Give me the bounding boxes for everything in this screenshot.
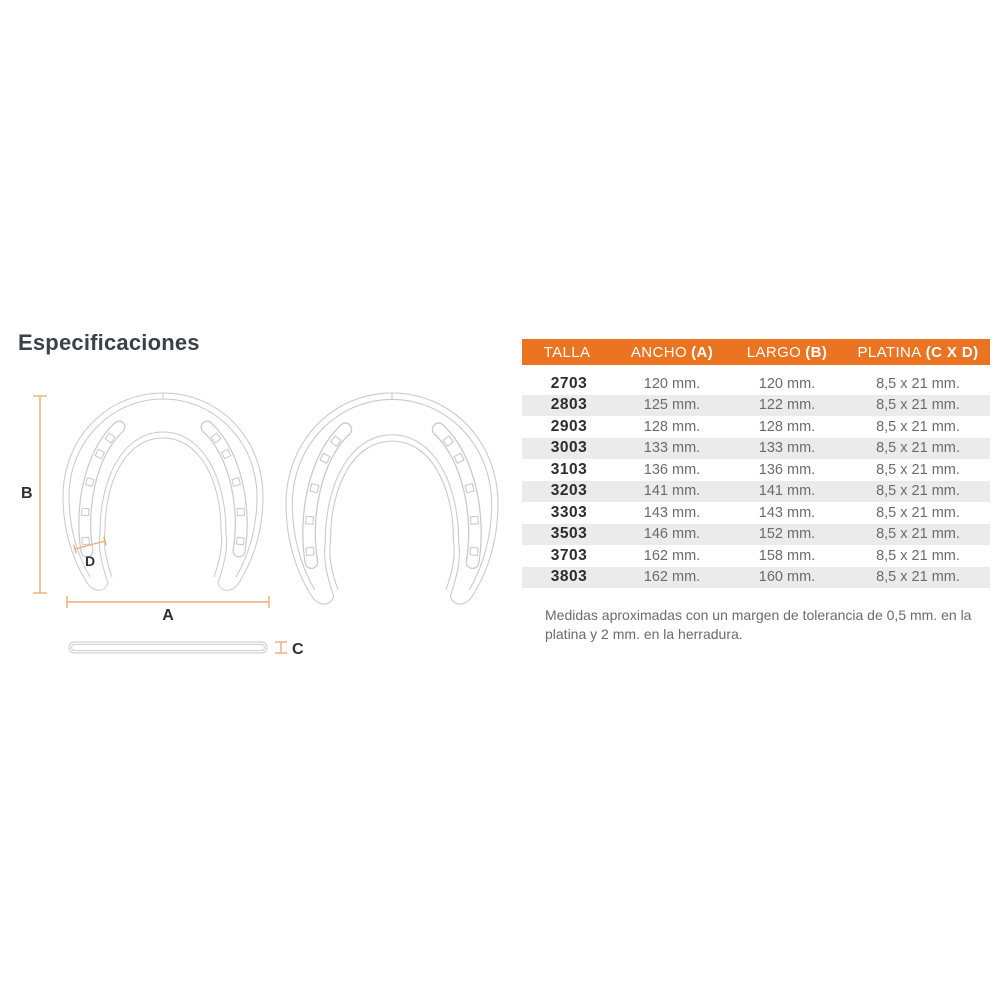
size-cell: 3203: [550, 482, 588, 500]
width-dimension-line: [66, 596, 270, 608]
size-cell: 3003: [550, 439, 588, 457]
plate-side-view: [68, 641, 268, 654]
platina-cell: 8,5 x 21 mm.: [876, 569, 960, 586]
platina-cell: 8,5 x 21 mm.: [876, 526, 960, 543]
ancho-cell: 125 mm.: [643, 397, 701, 414]
table-row: 3003 133 mm. 133 mm. 8,5 x 21 mm.: [522, 437, 990, 459]
largo-cell: 136 mm.: [758, 461, 816, 478]
platina-cell: 8,5 x 21 mm.: [876, 504, 960, 521]
dim-label-b: B: [21, 485, 33, 502]
largo-cell: 158 mm.: [758, 547, 816, 564]
largo-cell: 122 mm.: [758, 397, 816, 414]
size-cell: 3803: [550, 568, 588, 586]
size-cell: 2703: [550, 374, 588, 392]
page-title: Especificaciones: [18, 330, 200, 355]
dim-label-c: C: [292, 641, 304, 658]
table-body: 2703 120 mm. 120 mm. 8,5 x 21 mm. 2803 1…: [522, 373, 990, 588]
table-row: 3503 146 mm. 152 mm. 8,5 x 21 mm.: [522, 523, 990, 545]
size-cell: 3703: [550, 546, 588, 564]
ancho-cell: 128 mm.: [643, 418, 701, 435]
table-footnote: Medidas aproximadas con un margen de tol…: [545, 607, 972, 642]
platina-cell: 8,5 x 21 mm.: [876, 483, 960, 500]
col-header-largo: LARGO (B): [746, 343, 828, 361]
size-cell: 3303: [550, 503, 588, 521]
ancho-cell: 143 mm.: [643, 504, 701, 521]
ancho-cell: 162 mm.: [643, 547, 701, 564]
table-row: 2803 125 mm. 122 mm. 8,5 x 21 mm.: [522, 394, 990, 416]
largo-cell: 120 mm.: [758, 375, 816, 392]
platina-cell: 8,5 x 21 mm.: [876, 397, 960, 414]
ancho-cell: 141 mm.: [643, 483, 701, 500]
table-row: 3203 141 mm. 141 mm. 8,5 x 21 mm.: [522, 480, 990, 502]
col-header-ancho: ANCHO (A): [630, 343, 714, 361]
branch-width-dimension-line: [73, 536, 107, 554]
largo-cell: 152 mm.: [758, 526, 816, 543]
platina-cell: 8,5 x 21 mm.: [876, 461, 960, 478]
size-cell: 3503: [550, 525, 588, 543]
thickness-dimension-line: [275, 641, 287, 654]
platina-cell: 8,5 x 21 mm.: [876, 547, 960, 564]
ancho-cell: 146 mm.: [643, 526, 701, 543]
largo-cell: 133 mm.: [758, 440, 816, 457]
largo-cell: 143 mm.: [758, 504, 816, 521]
size-cell: 3103: [550, 460, 588, 478]
platina-cell: 8,5 x 21 mm.: [876, 375, 960, 392]
ancho-cell: 120 mm.: [643, 375, 701, 392]
platina-cell: 8,5 x 21 mm.: [876, 440, 960, 457]
col-header-talla: TALLA: [543, 343, 591, 361]
height-dimension-line: [33, 395, 47, 594]
ancho-cell: 136 mm.: [643, 461, 701, 478]
table-row: 2703 120 mm. 120 mm. 8,5 x 21 mm.: [522, 373, 990, 395]
dim-label-d: D: [85, 553, 95, 569]
platina-cell: 8,5 x 21 mm.: [876, 418, 960, 435]
table-header-row: TALLA ANCHO (A) LARGO (B) PLATINA (C X D): [522, 339, 990, 365]
largo-cell: 141 mm.: [758, 483, 816, 500]
ancho-cell: 162 mm.: [643, 569, 701, 586]
table-row: 3803 162 mm. 160 mm. 8,5 x 21 mm.: [522, 566, 990, 588]
spec-diagram: B A D C: [21, 385, 510, 658]
largo-cell: 128 mm.: [758, 418, 816, 435]
table-row: 2903 128 mm. 128 mm. 8,5 x 21 mm.: [522, 416, 990, 438]
table-row: 3703 162 mm. 158 mm. 8,5 x 21 mm.: [522, 545, 990, 567]
ancho-cell: 133 mm.: [643, 440, 701, 457]
dim-label-a: A: [162, 607, 174, 624]
table-row: 3303 143 mm. 143 mm. 8,5 x 21 mm.: [522, 502, 990, 524]
horseshoe-perspective-diagram: [286, 393, 498, 604]
table-row: 3103 136 mm. 136 mm. 8,5 x 21 mm.: [522, 459, 990, 481]
spec-table: TALLA ANCHO (A) LARGO (B) PLATINA (C X D) 2…: [522, 339, 990, 643]
size-cell: 2903: [550, 417, 588, 435]
col-header-platina: PLATINA (C X D): [857, 343, 979, 361]
size-cell: 2803: [550, 396, 588, 414]
largo-cell: 160 mm.: [758, 569, 816, 586]
